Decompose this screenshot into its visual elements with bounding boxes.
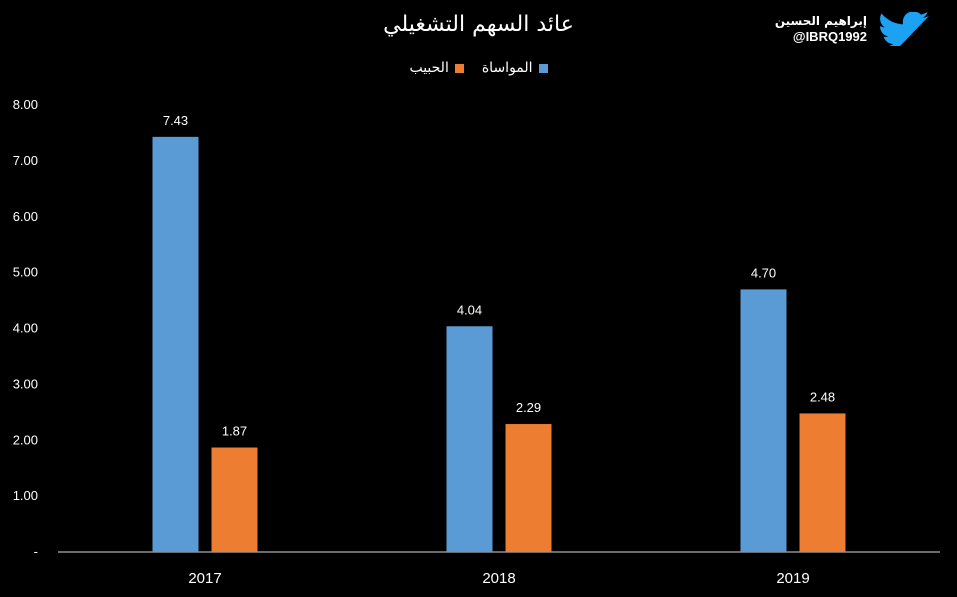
data-label-2018-series-2: 2.29	[516, 400, 541, 415]
data-label-2018-series-1: 4.04	[457, 302, 482, 317]
chart-title: عائد السهم التشغيلي	[383, 12, 574, 37]
x-tick-label: 2017	[188, 570, 221, 587]
data-label-2019-series-2: 2.48	[810, 389, 835, 404]
legend-item-series-2: الحبيب	[409, 60, 464, 76]
y-tick-label: 2.00	[13, 432, 38, 447]
twitter-bird-icon	[880, 12, 929, 46]
chart-legend: المواساة الحبيب	[0, 60, 957, 76]
y-tick-label: -	[34, 544, 38, 559]
author-brand: إبراهيم الحسين @IBRQ1992	[775, 12, 931, 46]
legend-label-series-1: المواساة	[481, 60, 533, 76]
bar-2017-series-1	[152, 136, 199, 552]
y-tick-label: 4.00	[13, 321, 38, 336]
legend-swatch-series-1	[538, 63, 548, 73]
y-tick-label: 8.00	[13, 97, 38, 112]
data-label-2017-series-2: 1.87	[222, 424, 247, 439]
author-text: إبراهيم الحسين @IBRQ1992	[775, 13, 867, 45]
bar-2019-series-2	[799, 413, 846, 552]
author-handle: @IBRQ1992	[792, 29, 867, 44]
legend-swatch-series-2	[454, 63, 464, 73]
y-tick-label: 3.00	[13, 376, 38, 391]
y-tick-label: 1.00	[13, 488, 38, 503]
legend-label-series-2: الحبيب	[409, 60, 449, 76]
y-tick-label: 6.00	[13, 209, 38, 224]
bar-2018-series-1	[446, 326, 493, 552]
y-tick-label: 5.00	[13, 265, 38, 280]
bar-2017-series-2	[211, 447, 258, 552]
y-tick-label: 7.00	[13, 153, 38, 168]
author-name: إبراهيم الحسين	[774, 14, 867, 28]
bar-2019-series-1	[740, 289, 787, 552]
x-tick-label: 2018	[482, 570, 515, 587]
legend-item-series-1: المواساة	[482, 60, 548, 76]
x-tick-label: 2019	[776, 570, 809, 587]
data-label-2017-series-1: 7.43	[163, 113, 188, 128]
bar-2018-series-2	[505, 424, 552, 552]
data-label-2019-series-1: 4.70	[751, 265, 776, 280]
